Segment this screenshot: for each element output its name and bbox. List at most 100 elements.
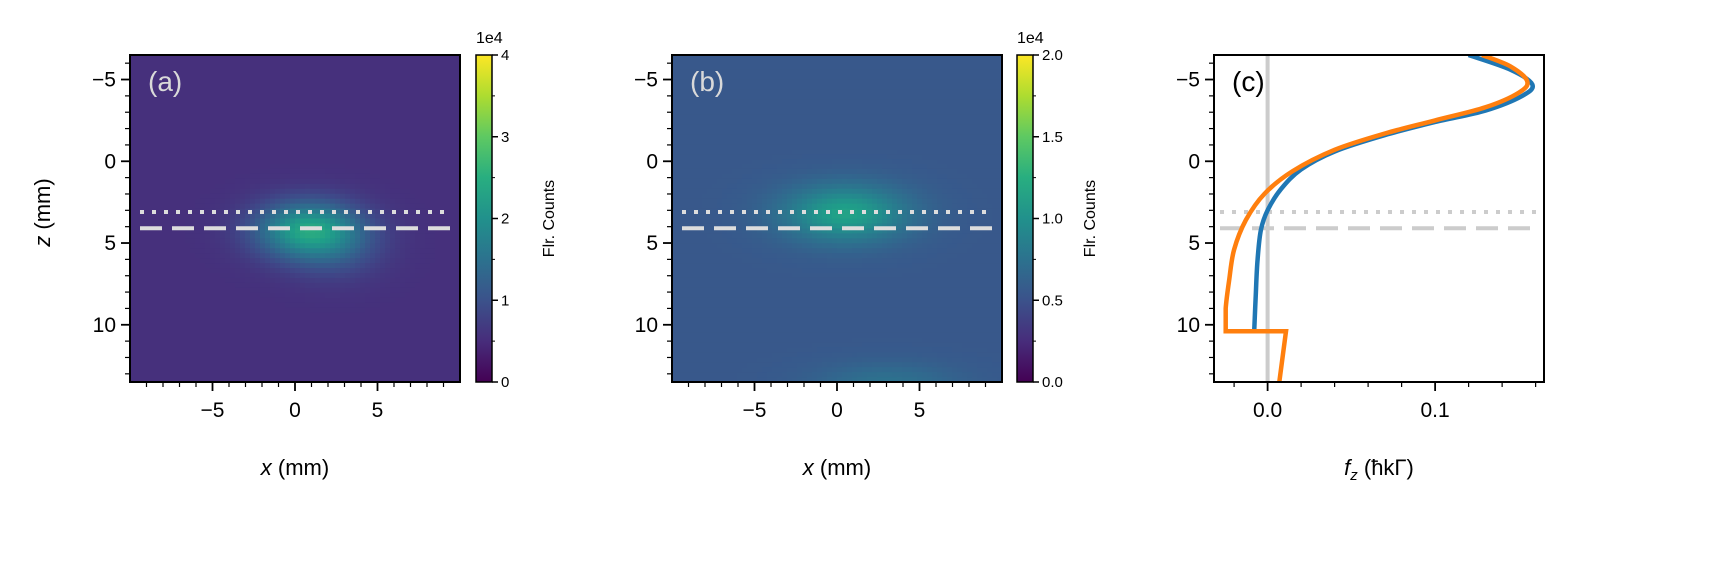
heat-cell xyxy=(170,223,176,229)
heat-cell xyxy=(290,322,296,329)
heat-cell xyxy=(310,79,316,86)
heat-cell xyxy=(707,223,713,229)
heat-cell xyxy=(677,277,683,284)
heat-cell xyxy=(672,327,678,334)
heat-cell xyxy=(345,233,351,239)
heat-cell xyxy=(370,183,376,190)
heat-cell xyxy=(707,79,713,86)
heat-cell xyxy=(230,282,236,289)
heat-cell xyxy=(707,198,713,205)
heat-cell xyxy=(672,89,678,96)
heat-cell xyxy=(235,332,241,338)
heat-cell xyxy=(230,74,236,81)
heat-cell xyxy=(275,129,281,135)
heat-cell xyxy=(697,347,703,353)
heat-cell xyxy=(435,342,441,348)
heat-cell xyxy=(185,193,191,200)
heat-cell xyxy=(330,332,336,338)
heat-cell xyxy=(410,94,416,101)
heat-cell xyxy=(702,119,708,125)
heat-cell xyxy=(180,124,186,130)
heat-cell xyxy=(315,59,321,66)
heat-cell xyxy=(245,292,251,299)
heat-cell xyxy=(420,277,426,284)
heat-cell xyxy=(677,64,683,71)
heat-cell xyxy=(425,114,431,120)
heat-cell xyxy=(300,228,306,234)
heat-cell xyxy=(455,233,461,239)
heat-cell xyxy=(205,372,211,378)
heat-cell xyxy=(677,79,683,86)
heat-cell xyxy=(365,273,371,279)
heat-cell xyxy=(380,273,386,279)
heat-cell xyxy=(280,367,286,373)
heat-cell xyxy=(415,64,421,71)
heat-cell xyxy=(405,149,411,155)
heat-cell xyxy=(160,79,166,86)
heat-cell xyxy=(150,218,156,225)
heat-cell xyxy=(425,337,431,343)
heat-cell xyxy=(130,173,136,180)
heat-cell xyxy=(375,173,381,180)
heat-cell xyxy=(380,302,386,309)
heat-cell xyxy=(450,139,456,145)
heat-cell xyxy=(280,129,286,135)
heat-cell xyxy=(135,59,141,66)
heat-cell xyxy=(210,69,216,76)
heat-cell xyxy=(405,213,411,220)
heat-cell xyxy=(350,233,356,239)
heat-cell xyxy=(230,223,236,229)
heat-cell xyxy=(145,258,151,264)
heat-cell xyxy=(395,362,401,368)
heat-cell xyxy=(355,139,361,145)
heat-cell xyxy=(315,377,321,383)
heat-cell xyxy=(190,362,196,368)
heat-cell xyxy=(400,287,406,294)
heat-cell xyxy=(160,69,166,76)
heat-cell xyxy=(265,55,271,61)
heat-cell xyxy=(225,337,231,343)
heat-cell xyxy=(440,337,446,343)
heat-cell xyxy=(195,139,201,145)
heat-cell xyxy=(677,218,683,225)
heat-cell xyxy=(345,238,351,244)
heat-cell xyxy=(445,347,451,353)
heat-cell xyxy=(160,139,166,145)
heat-cell xyxy=(270,282,276,289)
heat-cell xyxy=(692,168,698,175)
heat-cell xyxy=(385,233,391,239)
heat-cell xyxy=(245,337,251,343)
heat-cell xyxy=(310,178,316,185)
heat-cell xyxy=(170,287,176,294)
heat-cell xyxy=(375,64,381,71)
heat-cell xyxy=(320,129,326,135)
heat-cell xyxy=(385,203,391,210)
heat-cell xyxy=(395,238,401,244)
heat-cell xyxy=(455,124,461,130)
heat-cell xyxy=(195,104,201,111)
heat-cell xyxy=(230,312,236,319)
heat-cell xyxy=(280,248,286,254)
heat-cell xyxy=(220,322,226,329)
heat-cell xyxy=(350,139,356,145)
heat-cell xyxy=(455,213,461,220)
heat-cell xyxy=(215,178,221,185)
heat-cell xyxy=(420,362,426,368)
heat-cell xyxy=(175,79,181,86)
heat-cell xyxy=(270,159,276,165)
heat-cell xyxy=(350,263,356,269)
heat-cell xyxy=(190,258,196,264)
heat-cell xyxy=(255,104,261,111)
heat-cell xyxy=(330,337,336,343)
heat-cell xyxy=(260,342,266,348)
heat-cell xyxy=(375,139,381,145)
heat-cell xyxy=(280,119,286,125)
heat-cell xyxy=(235,159,241,165)
heat-cell xyxy=(175,268,181,274)
heat-cell xyxy=(205,69,211,76)
heat-cell xyxy=(185,273,191,279)
heat-cell xyxy=(225,59,231,66)
heat-cell xyxy=(712,198,718,205)
heat-cell xyxy=(455,273,461,279)
